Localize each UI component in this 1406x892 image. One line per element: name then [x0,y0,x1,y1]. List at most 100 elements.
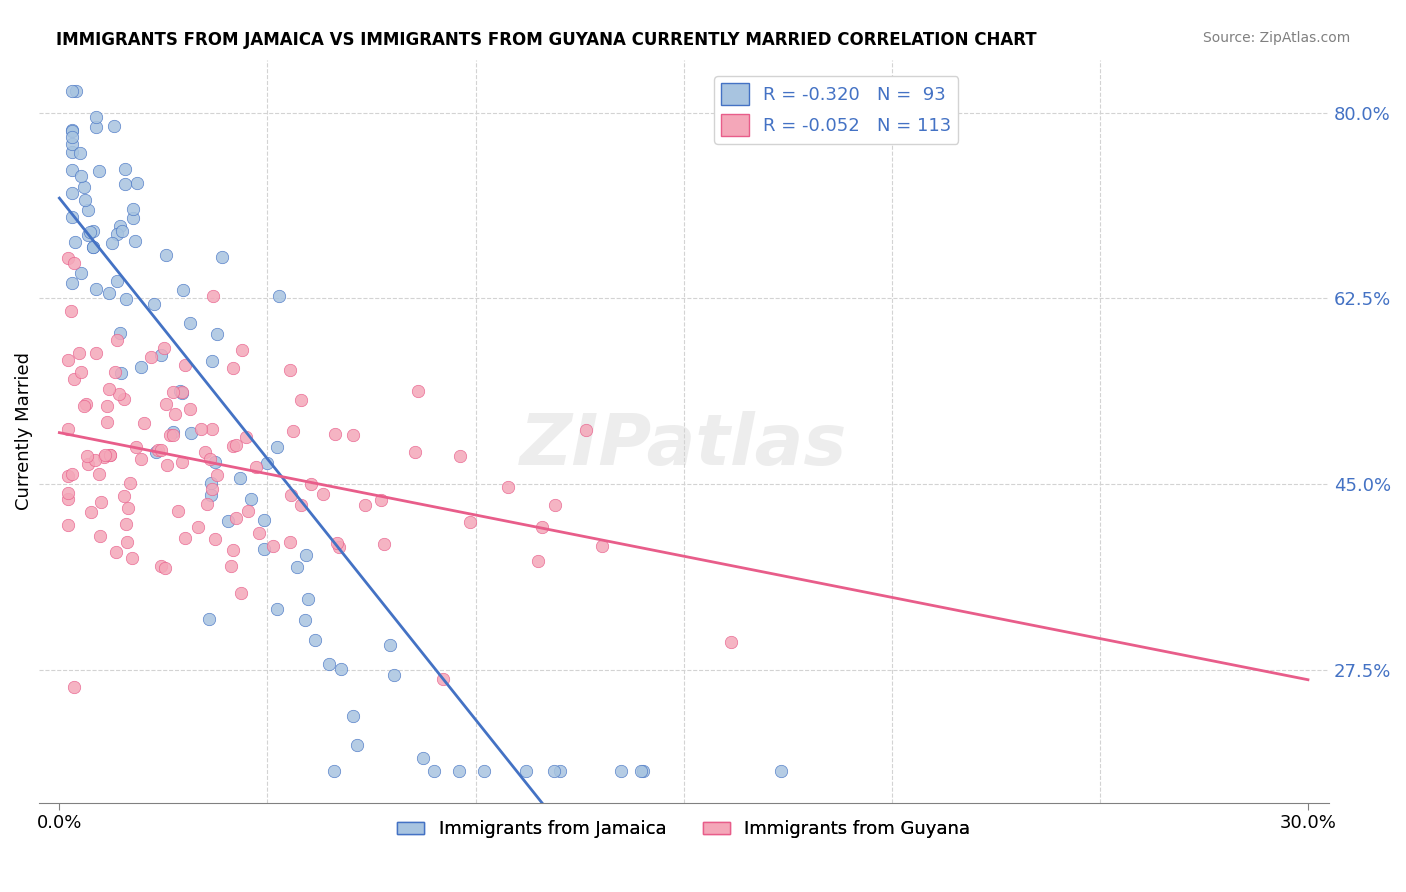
Point [108,326,131,341]
Point [328,540,350,554]
Text: IMMIGRANTS FROM JAMAICA VS IMMIGRANTS FROM GUYANA CURRENTLY MARRIED CORRELATION : IMMIGRANTS FROM JAMAICA VS IMMIGRANTS FR… [56,31,1036,49]
Point [149,348,172,362]
Point [98,448,121,462]
Point [62,681,84,695]
Point [110,366,132,380]
Point [180,425,202,440]
Point [65,85,87,99]
Point [60,467,83,481]
Point [105,227,128,241]
Y-axis label: Currently Married: Currently Married [15,352,32,510]
Point [84,282,107,296]
Point [342,709,364,723]
Point [105,545,128,559]
Point [225,438,247,452]
Point [280,534,302,549]
Point [460,515,482,529]
Point [73,179,96,194]
Point [447,764,470,778]
Point [146,443,169,458]
Point [84,110,107,124]
Point [205,327,228,342]
Point [222,361,245,376]
Point [225,511,247,525]
Point [129,359,152,374]
Point [83,453,105,467]
Point [323,427,346,442]
Point [76,457,98,471]
Point [60,276,83,290]
Point [173,358,195,372]
Point [432,672,454,686]
Point [76,228,98,243]
Point [93,450,115,465]
Point [152,342,174,356]
Point [630,764,652,778]
Legend: Immigrants from Jamaica, Immigrants from Guyana: Immigrants from Jamaica, Immigrants from… [389,814,977,846]
Point [412,751,434,765]
Point [190,422,212,436]
Point [86,346,108,360]
Point [472,764,495,778]
Point [294,548,316,562]
Point [60,210,83,224]
Point [179,316,201,330]
Point [82,240,104,254]
Point [115,292,138,306]
Point [56,422,79,436]
Point [82,240,104,254]
Point [105,274,128,288]
Point [280,488,302,502]
Point [162,384,184,399]
Point [354,499,377,513]
Point [115,534,138,549]
Point [89,528,111,542]
Point [373,536,395,550]
Point [294,613,316,627]
Point [156,458,179,472]
Point [87,163,110,178]
Point [82,223,104,237]
Point [179,401,201,416]
Point [103,120,125,134]
Text: ZIPatlas: ZIPatlas [520,411,848,481]
Point [142,297,165,311]
Point [150,559,173,574]
Point [631,764,654,778]
Point [94,448,117,462]
Point [104,365,127,379]
Point [127,177,149,191]
Point [229,586,252,600]
Point [329,662,352,676]
Point [121,551,143,566]
Point [149,442,172,457]
Point [278,363,301,377]
Point [167,504,190,518]
Point [76,202,98,217]
Point [531,519,554,533]
Point [115,517,138,532]
Point [527,554,550,568]
Point [56,492,79,507]
Point [574,423,596,437]
Point [97,382,120,396]
Point [197,612,219,626]
Point [515,764,537,778]
Point [155,397,177,411]
Point [222,542,245,557]
Point [101,236,124,251]
Point [200,488,222,502]
Point [69,145,91,160]
Point [235,429,257,443]
Point [187,520,209,534]
Point [380,638,402,652]
Point [139,350,162,364]
Point [195,497,218,511]
Point [240,492,263,507]
Point [124,234,146,248]
Point [245,459,267,474]
Point [194,445,217,459]
Point [290,498,312,512]
Point [79,225,101,239]
Point [201,483,224,497]
